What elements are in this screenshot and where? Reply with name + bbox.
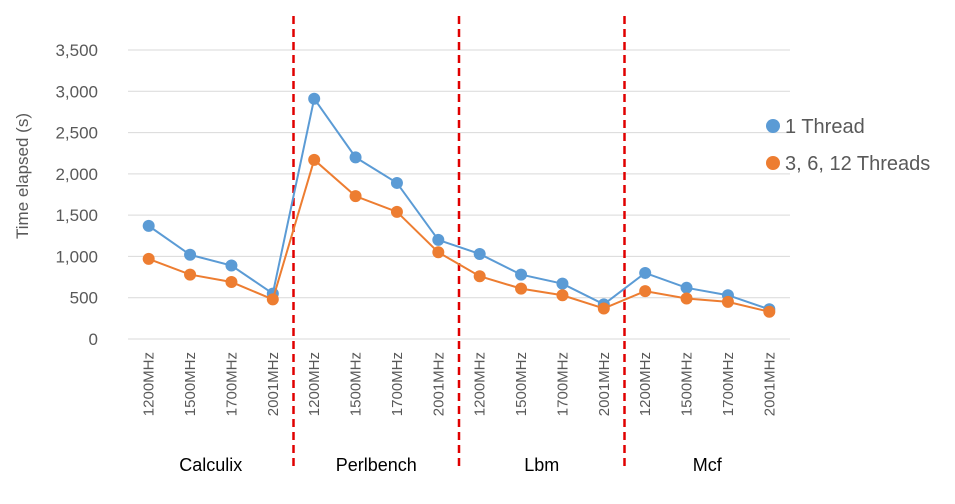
series-1 bbox=[142, 153, 776, 318]
data-point bbox=[142, 219, 155, 232]
legend-marker-1-thread bbox=[766, 119, 780, 133]
x-tick-label: 1500MHz bbox=[348, 352, 365, 416]
data-point bbox=[225, 276, 238, 289]
x-tick-label: 1200MHz bbox=[306, 352, 323, 416]
x-tick-label: 2001MHz bbox=[265, 352, 282, 416]
x-tick-label: 1700MHz bbox=[554, 352, 571, 416]
data-point bbox=[308, 153, 321, 166]
x-tick-label: 1700MHz bbox=[720, 352, 737, 416]
x-tick-label: 1200MHz bbox=[141, 352, 158, 416]
data-point bbox=[639, 285, 652, 298]
y-tick-label: 1,000 bbox=[55, 247, 98, 266]
data-point bbox=[266, 293, 279, 306]
data-series bbox=[142, 92, 776, 318]
y-tick-labels: 0 500 1,000 1,500 2,000 2,500 3,000 3,500 bbox=[55, 41, 98, 349]
legend-entry-3-6-12-threads: 3, 6, 12 Threads bbox=[766, 153, 930, 175]
x-tick-label: 1500MHz bbox=[182, 352, 199, 416]
data-point bbox=[763, 305, 776, 318]
data-point bbox=[390, 176, 403, 189]
data-point bbox=[515, 282, 528, 295]
data-point bbox=[308, 92, 321, 105]
legend: 1 Thread 3, 6, 12 Threads bbox=[766, 116, 930, 175]
y-tick-label: 0 bbox=[89, 330, 98, 349]
data-point bbox=[515, 268, 528, 281]
y-tick-label: 3,000 bbox=[55, 82, 98, 101]
series-0 bbox=[142, 92, 776, 316]
data-point bbox=[473, 270, 486, 283]
x-tick-label: 1500MHz bbox=[679, 352, 696, 416]
group-label: Perlbench bbox=[336, 455, 417, 475]
data-point bbox=[597, 302, 610, 315]
group-separators bbox=[292, 16, 626, 468]
x-tick-label: 2001MHz bbox=[430, 352, 447, 416]
y-tick-label: 2,500 bbox=[55, 124, 98, 143]
data-point bbox=[432, 246, 445, 259]
x-tick-label: 2001MHz bbox=[596, 352, 613, 416]
y-tick-label: 1,500 bbox=[55, 206, 98, 225]
data-point bbox=[556, 277, 569, 290]
x-tick-label: 1200MHz bbox=[472, 352, 489, 416]
x-tick-label: 2001MHz bbox=[761, 352, 778, 416]
legend-entry-1-thread: 1 Thread bbox=[766, 116, 865, 138]
data-point bbox=[721, 295, 734, 308]
y-axis-label: Time elapsed (s) bbox=[13, 113, 32, 239]
data-point bbox=[680, 281, 693, 294]
series-line bbox=[148, 96, 770, 311]
data-point bbox=[349, 190, 362, 203]
data-point bbox=[556, 289, 569, 302]
data-point bbox=[349, 151, 362, 164]
y-tick-label: 500 bbox=[70, 289, 98, 308]
data-point bbox=[680, 292, 693, 305]
data-point bbox=[639, 266, 652, 279]
data-point bbox=[184, 248, 197, 261]
data-point bbox=[473, 247, 486, 260]
x-tick-label: 1700MHz bbox=[223, 352, 240, 416]
group-labels: Calculix Perlbench Lbm Mcf bbox=[179, 455, 723, 475]
x-tick-label: 1700MHz bbox=[389, 352, 406, 416]
x-tick-label: 1500MHz bbox=[513, 352, 530, 416]
legend-marker-3-6-12-threads bbox=[766, 156, 780, 170]
data-point bbox=[184, 268, 197, 281]
group-label: Lbm bbox=[524, 455, 559, 475]
x-tick-labels: 1200MHz 1500MHz 1700MHz 2001MHz 1200MHz 1500M… bbox=[141, 352, 779, 416]
data-point bbox=[142, 252, 155, 265]
series-line bbox=[148, 158, 770, 313]
legend-label-3-6-12-threads: 3, 6, 12 Threads bbox=[785, 153, 930, 175]
data-point bbox=[432, 233, 445, 246]
y-tick-label: 3,500 bbox=[55, 41, 98, 60]
data-point bbox=[390, 205, 403, 218]
group-label: Calculix bbox=[179, 455, 242, 475]
x-tick-label: 1200MHz bbox=[637, 352, 654, 416]
data-point bbox=[225, 259, 238, 272]
y-tick-label: 2,000 bbox=[55, 165, 98, 184]
group-label: Mcf bbox=[693, 455, 723, 475]
legend-label-1-thread: 1 Thread bbox=[785, 116, 865, 138]
